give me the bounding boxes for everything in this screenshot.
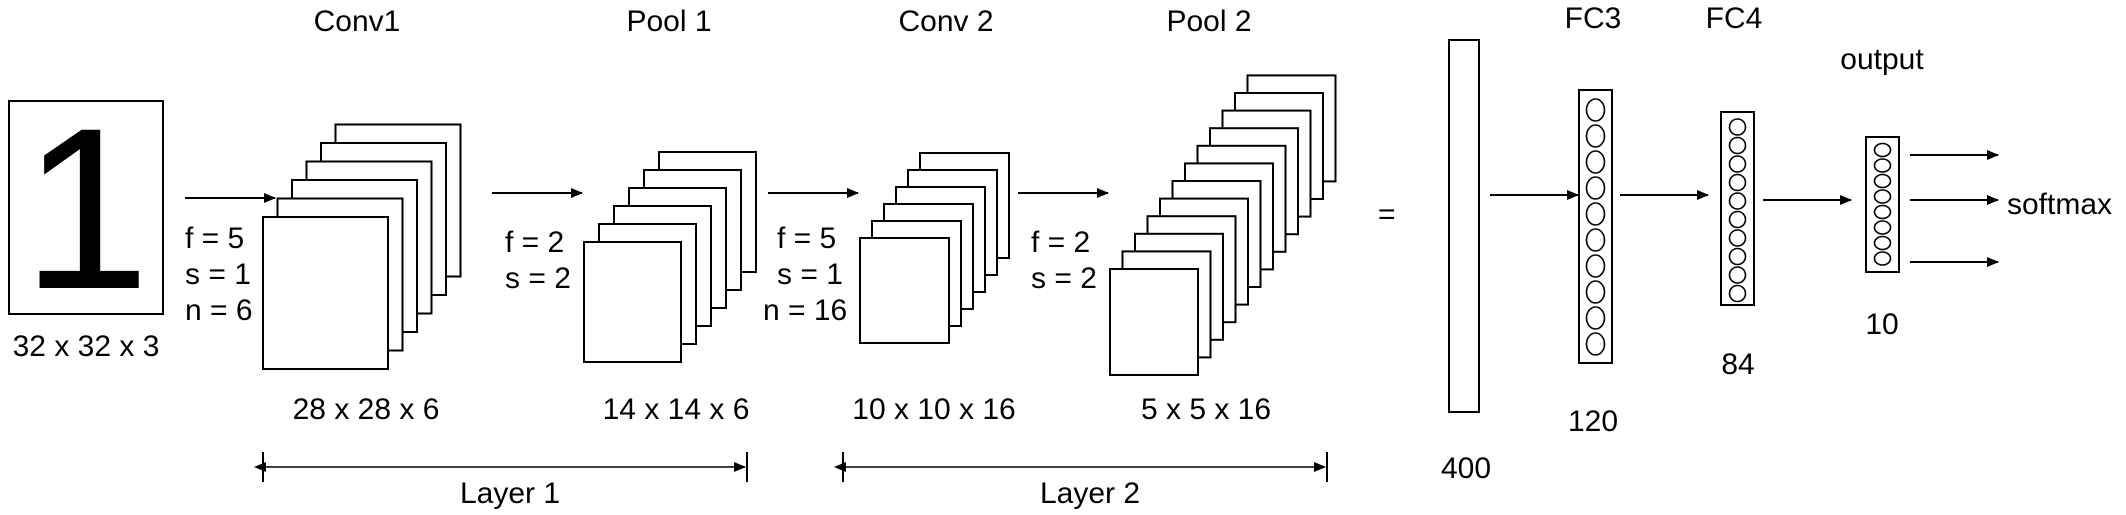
conv1-feature-maps xyxy=(262,123,462,370)
fc3-neuron xyxy=(1585,98,1606,122)
fc4-neuron xyxy=(1728,118,1747,136)
fc4-neuron xyxy=(1728,266,1747,284)
fc3-neuron xyxy=(1585,202,1606,226)
pool1-map xyxy=(583,241,682,363)
fc3-neurons xyxy=(1578,89,1613,364)
flatten-size: 400 xyxy=(1440,452,1492,485)
fc3-neuron xyxy=(1585,124,1606,148)
conv1-param-s: s = 1 xyxy=(185,258,251,291)
pool2-dims: 5 x 5 x 16 xyxy=(1140,393,1272,426)
pool2-feature-maps xyxy=(1109,74,1337,376)
fc4-neuron xyxy=(1728,192,1747,210)
fc4-size: 84 xyxy=(1721,348,1755,381)
layer1-label: Layer 1 xyxy=(459,477,561,510)
output-neuron xyxy=(1873,158,1892,173)
flatten-vector xyxy=(1448,39,1480,413)
conv2-title: Conv 2 xyxy=(898,5,994,38)
fc4-neuron xyxy=(1728,173,1747,192)
output-neuron xyxy=(1873,235,1892,251)
conv2-param-f: f = 5 xyxy=(777,222,837,255)
fc4-neuron xyxy=(1728,284,1747,303)
conv1-map xyxy=(262,216,389,370)
fc3-neuron xyxy=(1585,176,1606,200)
conv1-dims: 28 x 28 x 6 xyxy=(292,393,440,426)
conv2-map xyxy=(859,237,950,344)
pool2-param-s: s = 2 xyxy=(1031,262,1097,295)
output-size: 10 xyxy=(1865,308,1899,341)
output-neuron xyxy=(1873,189,1892,204)
fc4-neuron xyxy=(1728,229,1747,247)
conv1-param-n: n = 6 xyxy=(185,294,253,327)
fc4-neuron xyxy=(1728,155,1747,173)
conv1-title: Conv1 xyxy=(313,5,401,38)
fc3-neuron xyxy=(1585,228,1606,252)
output-neuron xyxy=(1873,204,1892,220)
layer2-label: Layer 2 xyxy=(1039,477,1141,510)
equals-sign: = xyxy=(1378,198,1396,231)
fc3-neuron xyxy=(1585,306,1606,330)
fc3-size: 120 xyxy=(1567,405,1619,438)
output-title: output xyxy=(1840,43,1924,76)
fc4-neuron xyxy=(1728,136,1747,155)
conv2-param-s: s = 1 xyxy=(777,258,843,291)
pool2-param-f: f = 2 xyxy=(1031,226,1091,259)
fc4-neuron xyxy=(1728,247,1747,266)
pool1-param-s: s = 2 xyxy=(505,262,571,295)
fc3-neuron xyxy=(1585,332,1606,356)
fc3-neuron xyxy=(1585,280,1606,304)
conv1-param-f: f = 5 xyxy=(185,222,245,255)
pool1-feature-maps xyxy=(583,151,757,363)
pool1-dims: 14 x 14 x 6 xyxy=(602,393,750,426)
pool2-map xyxy=(1109,268,1199,376)
conv2-param-n: n = 16 xyxy=(763,294,848,327)
fc3-neuron xyxy=(1585,254,1606,278)
input-digit: 1 xyxy=(22,100,150,315)
input-image: 1 xyxy=(8,100,164,315)
output-neurons xyxy=(1865,136,1900,273)
output-neuron xyxy=(1873,142,1892,158)
output-neuron xyxy=(1873,173,1892,189)
output-neuron xyxy=(1873,251,1892,266)
fc3-title: FC3 xyxy=(1564,2,1622,35)
fc4-neuron xyxy=(1728,210,1747,229)
softmax-label: softmax xyxy=(2007,188,2113,221)
fc3-neuron xyxy=(1585,150,1606,174)
conv2-dims: 10 x 10 x 16 xyxy=(852,393,1016,426)
pool1-title: Pool 1 xyxy=(626,5,712,38)
fc4-neurons xyxy=(1720,111,1755,306)
conv2-feature-maps xyxy=(859,152,1010,344)
input-dims: 32 x 32 x 3 xyxy=(12,330,160,363)
fc4-title: FC4 xyxy=(1705,2,1763,35)
pool1-param-f: f = 2 xyxy=(505,226,565,259)
pool2-title: Pool 2 xyxy=(1166,5,1252,38)
output-neuron xyxy=(1873,220,1892,235)
